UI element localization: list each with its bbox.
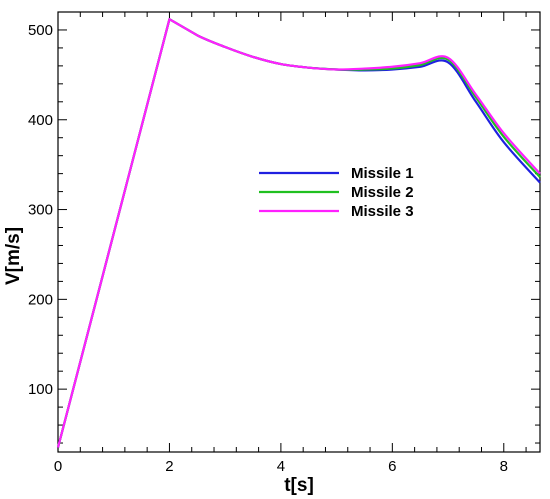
plot-frame [57, 11, 541, 453]
y-tick-label: 100 [28, 381, 53, 398]
series-lines [56, 18, 541, 448]
x-tick-label: 8 [500, 458, 508, 475]
x-tick-label: 2 [165, 458, 173, 475]
legend-label-missile-2: Missile 2 [351, 184, 414, 201]
x-tick-label: 4 [277, 458, 285, 475]
x-tick-label: 6 [388, 458, 396, 475]
x-tick-label: 0 [54, 458, 62, 475]
y-tick-label: 200 [28, 291, 53, 308]
legend-label-missile-1: Missile 1 [351, 165, 414, 182]
legend-label-missile-3: Missile 3 [351, 203, 414, 220]
y-tick-label: 400 [28, 112, 53, 129]
plot-border [57, 11, 541, 453]
axis-ticks: 0 2 4 6 8 100 200 300 400 500 [28, 12, 540, 475]
x-axis-label: t[s] [284, 475, 314, 496]
y-tick-label: 300 [28, 202, 53, 219]
y-axis-label: V[m/s] [3, 227, 24, 285]
y-tick-label: 500 [28, 22, 53, 39]
series-line-missile-3 [56, 18, 541, 448]
legend: Missile 1 Missile 2 Missile 3 [259, 165, 414, 220]
